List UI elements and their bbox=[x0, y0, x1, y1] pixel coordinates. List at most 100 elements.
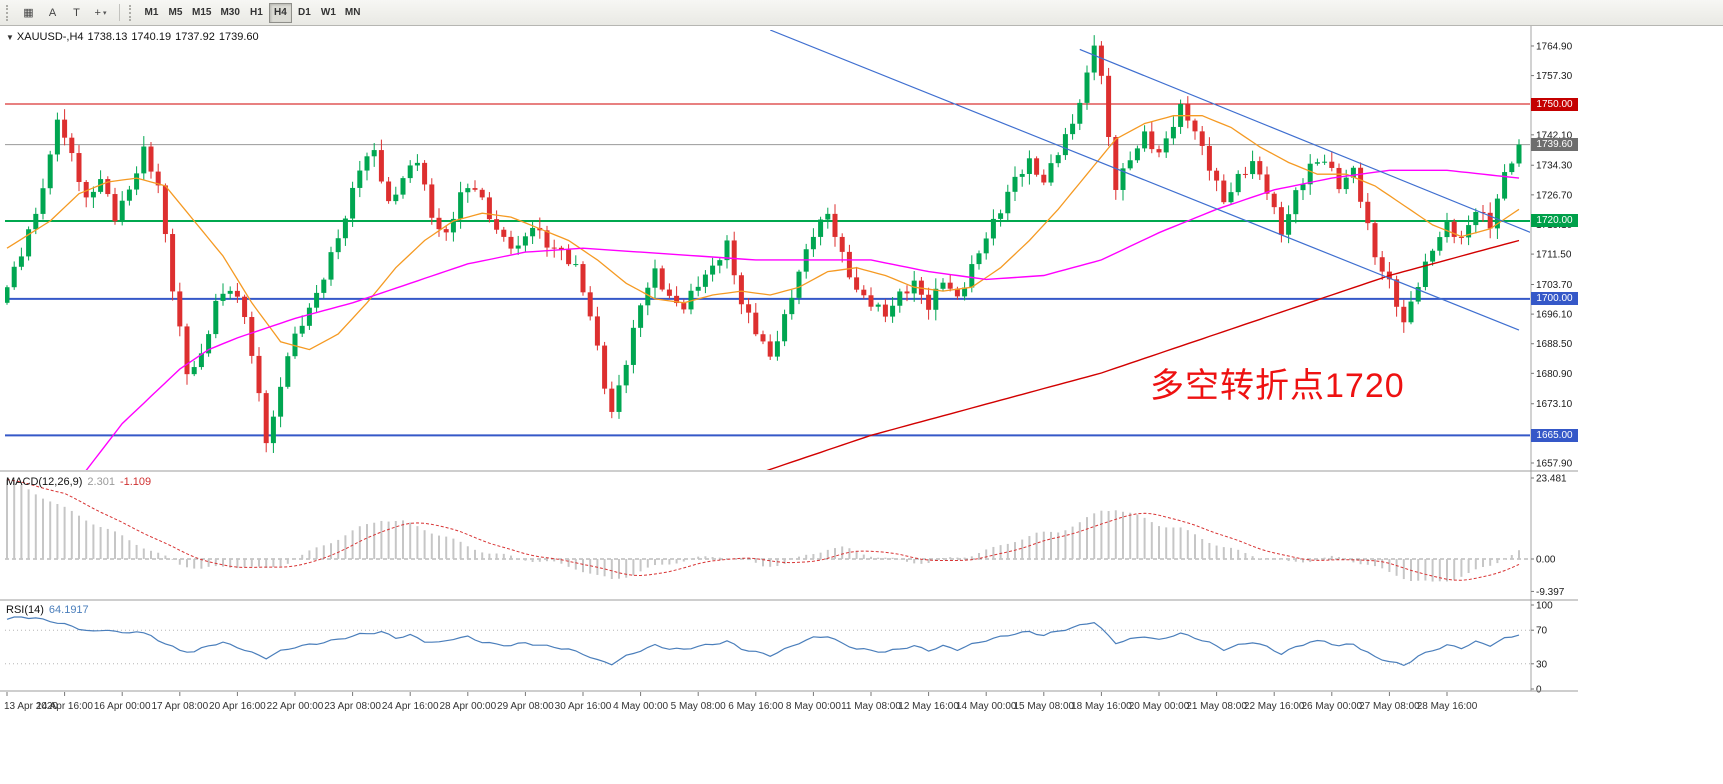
price-tick-label: 1742.10 bbox=[1536, 130, 1573, 141]
price-tick-label: 1696.10 bbox=[1536, 310, 1573, 321]
price-level-badge-1700.00: 1700.00 bbox=[1531, 292, 1578, 306]
chevron-down-icon: ▾ bbox=[102, 9, 107, 17]
trendline-1[interactable] bbox=[769, 30, 1520, 331]
price-tick-label: 1734.30 bbox=[1536, 161, 1573, 172]
macd-panel[interactable] bbox=[5, 479, 1530, 582]
price-level-badge-1665.00: 1665.00 bbox=[1531, 428, 1578, 442]
timeframe-toolbar: M1 M5 M15 M30 H1 H4 D1 W1 MN bbox=[140, 2, 365, 23]
macd-indicator-label: MACD(12,26,9) 2.301 -1.109 bbox=[6, 476, 156, 488]
time-axis-label: 27 May 08:00 bbox=[1359, 701, 1420, 712]
rsi-indicator-label: RSI(14) 64.1917 bbox=[6, 604, 94, 616]
time-axis-label: 4 May 00:00 bbox=[613, 701, 668, 712]
macd-signal-line bbox=[6, 479, 1520, 581]
timeframe-button-m1[interactable]: M1 bbox=[140, 3, 163, 23]
time-axis-label: 14 Apr 16:00 bbox=[36, 701, 93, 712]
text-tool-icon: T bbox=[73, 6, 80, 19]
time-axis-label: 11 May 08:00 bbox=[841, 701, 901, 712]
ohlc-header: ▼ XAUUSD-,H4 1738.13 1740.19 1737.92 1739.60 bbox=[6, 31, 263, 43]
price-tick-label: 1673.10 bbox=[1536, 399, 1573, 410]
price-tick-label: 1688.50 bbox=[1536, 339, 1573, 350]
high-value: 1740.19 bbox=[131, 31, 172, 43]
time-axis-label: 6 May 16:00 bbox=[728, 701, 783, 712]
crosshair-icon: + bbox=[94, 6, 101, 19]
rsi-scale-label: 100 bbox=[1536, 601, 1553, 612]
time-axis-label: 22 May 16:00 bbox=[1244, 701, 1305, 712]
price-level-badge-1720.00: 1720.00 bbox=[1531, 214, 1578, 228]
rsi-scale-label: 70 bbox=[1536, 626, 1548, 637]
symbol-dropdown-icon: ▼ bbox=[6, 33, 14, 42]
tile-windows-button[interactable]: ▦ bbox=[17, 3, 40, 23]
price-tick-label: 1757.30 bbox=[1536, 71, 1573, 82]
timeframe-button-w1[interactable]: W1 bbox=[317, 3, 340, 23]
timeframe-button-m5[interactable]: M5 bbox=[164, 3, 187, 23]
macd-main-value: 2.301 bbox=[87, 476, 115, 488]
time-axis-label: 28 May 16:00 bbox=[1417, 701, 1478, 712]
tile-windows-icon: ▦ bbox=[23, 7, 34, 19]
timeframe-button-h4[interactable]: H4 bbox=[268, 2, 292, 23]
toolbar-separator bbox=[119, 4, 120, 21]
fast-ma-line bbox=[6, 115, 1520, 351]
rsi-scale-label: 0 bbox=[1536, 685, 1542, 696]
time-axis-label: 8 May 00:00 bbox=[786, 701, 841, 712]
time-axis-label: 16 Apr 00:00 bbox=[94, 701, 151, 712]
open-value: 1738.13 bbox=[87, 31, 128, 43]
toolbar-drag-handle[interactable] bbox=[6, 4, 11, 21]
price-tick-label: 1711.50 bbox=[1536, 250, 1572, 261]
timeframe-button-h1[interactable]: H1 bbox=[245, 3, 268, 23]
time-axis-label: 21 May 08:00 bbox=[1186, 701, 1247, 712]
close-value: 1739.60 bbox=[218, 31, 259, 43]
macd-scale-label: 23.481 bbox=[1536, 473, 1567, 484]
macd-signal-value: -1.109 bbox=[119, 476, 152, 488]
price-tick-label: 1680.90 bbox=[1536, 369, 1573, 380]
timeframe-button-m15[interactable]: M15 bbox=[188, 3, 215, 23]
time-axis-label: 18 May 16:00 bbox=[1071, 701, 1132, 712]
time-axis-label: 15 May 08:00 bbox=[1013, 701, 1074, 712]
rsi-panel[interactable] bbox=[5, 616, 1530, 667]
time-axis-label: 23 Apr 08:00 bbox=[324, 701, 381, 712]
slow-ma-line bbox=[766, 239, 1520, 470]
low-value: 1737.92 bbox=[175, 31, 215, 43]
time-axis-label: 5 May 08:00 bbox=[671, 701, 726, 712]
main-chart-panel[interactable] bbox=[5, 30, 1541, 533]
arrow-tool-button[interactable]: A bbox=[41, 3, 64, 23]
symbol-period-label: XAUUSD-,H4 bbox=[16, 31, 84, 43]
price-level-badge-1750.00: 1750.00 bbox=[1531, 97, 1578, 111]
price-tick-label: 1657.90 bbox=[1536, 458, 1573, 469]
price-tick-label: 1764.90 bbox=[1536, 41, 1573, 52]
text-tool-button[interactable]: T bbox=[65, 3, 88, 23]
time-axis-label: 20 May 00:00 bbox=[1129, 701, 1190, 712]
time-axis-label: 30 Apr 16:00 bbox=[555, 701, 612, 712]
timeframe-button-d1[interactable]: D1 bbox=[293, 3, 316, 23]
price-tick-label: 1726.70 bbox=[1536, 190, 1573, 201]
timeframe-toolbar-drag-handle[interactable] bbox=[129, 4, 134, 21]
time-axis-label: 22 Apr 00:00 bbox=[267, 701, 324, 712]
chart-annotation[interactable]: 多空转折点1720 bbox=[1150, 367, 1405, 405]
rsi-line bbox=[6, 616, 1520, 667]
crosshair-tool-button[interactable]: + ▾ bbox=[89, 3, 112, 23]
time-axis-label: 28 Apr 00:00 bbox=[439, 701, 496, 712]
price-scale[interactable]: 1764.901757.301749.701742.101734.301726.… bbox=[1530, 26, 1573, 696]
current-price-badge: 1739.60 bbox=[1531, 138, 1578, 152]
time-axis-label: 14 May 00:00 bbox=[956, 701, 1017, 712]
macd-scale-label: 0.00 bbox=[1536, 555, 1556, 566]
rsi-value: 64.1917 bbox=[48, 604, 89, 616]
time-axis-label: 26 May 00:00 bbox=[1301, 701, 1362, 712]
timeframe-button-mn[interactable]: MN bbox=[341, 3, 365, 23]
timeframe-button-m30[interactable]: M30 bbox=[216, 3, 243, 23]
trendline-2[interactable] bbox=[1079, 48, 1541, 236]
chart-canvas[interactable]: 1764.901757.301749.701742.101734.301726.… bbox=[0, 26, 1723, 784]
rsi-scale-label: 30 bbox=[1536, 659, 1548, 670]
macd-histogram bbox=[6, 479, 1520, 582]
time-axis-label: 13 Apr 2020 bbox=[4, 701, 58, 712]
rsi-name: RSI(14) bbox=[6, 604, 44, 616]
time-axis-label: 24 Apr 16:00 bbox=[382, 701, 439, 712]
arrow-tool-icon: A bbox=[48, 6, 57, 19]
price-tick-label: 1703.70 bbox=[1536, 280, 1573, 291]
macd-scale-label: -9.397 bbox=[1536, 587, 1565, 598]
mid-ma-line bbox=[85, 169, 1520, 470]
time-axis-label: 20 Apr 16:00 bbox=[209, 701, 266, 712]
chart-window[interactable]: 1764.901757.301749.701742.101734.301726.… bbox=[0, 26, 1723, 784]
time-axis-label: 29 Apr 08:00 bbox=[497, 701, 554, 712]
toolbar: ▦ A T + ▾ M1 M5 M15 M30 H1 H4 D1 W1 MN bbox=[0, 0, 1723, 26]
